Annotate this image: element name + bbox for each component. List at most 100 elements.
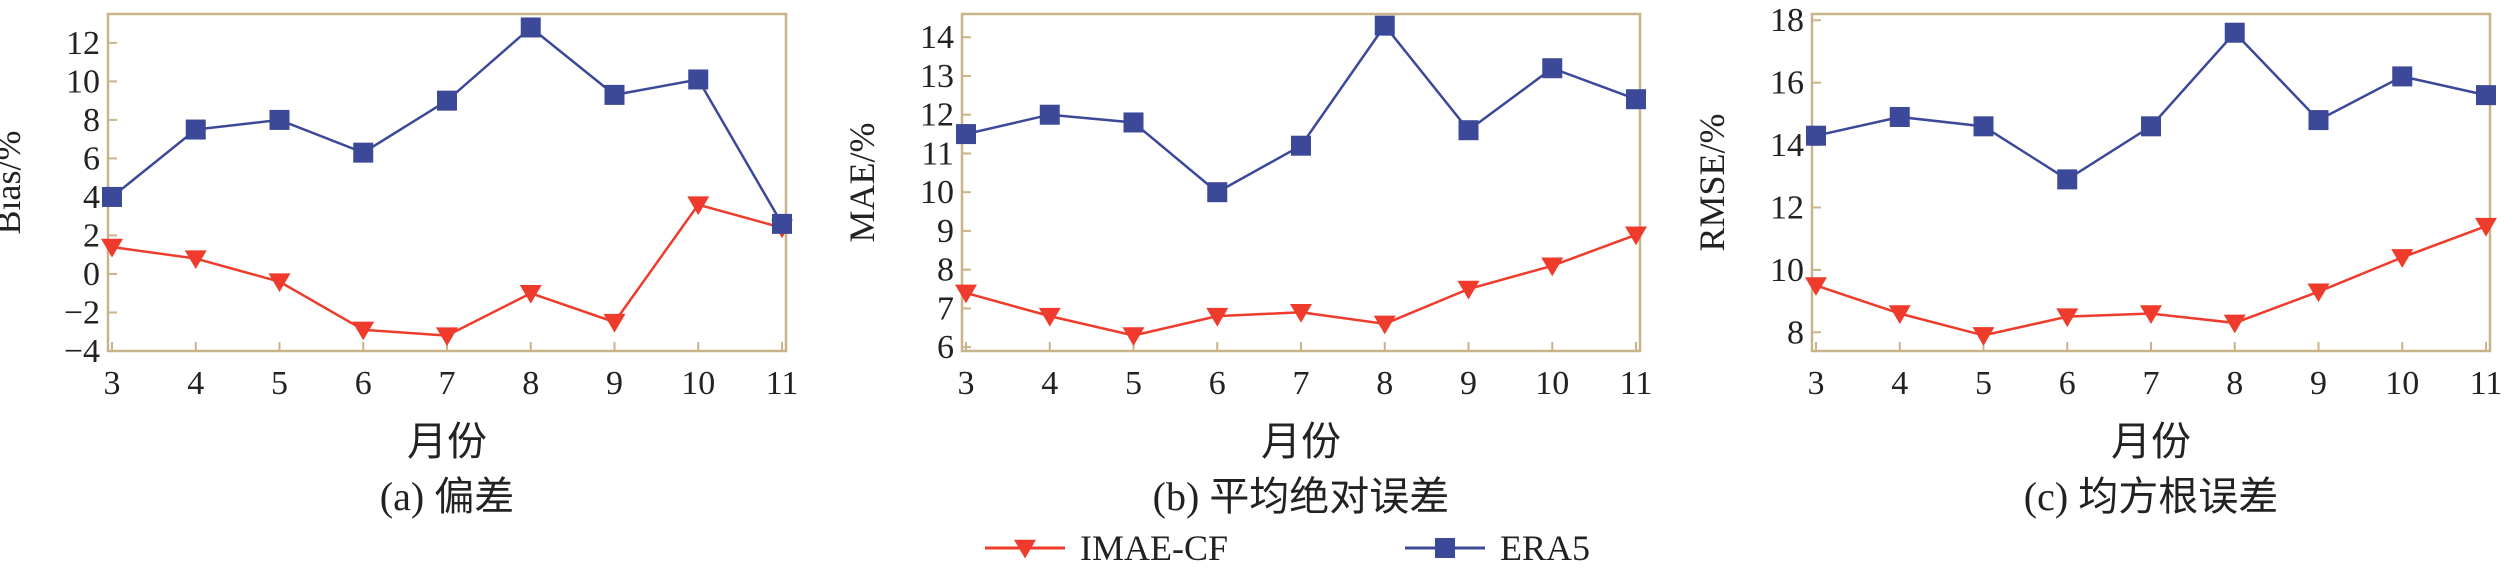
legend-label-era5: ERA5: [1500, 528, 1590, 568]
y-tick-label: 8: [83, 102, 100, 139]
data-point-era5: [688, 69, 709, 90]
y-tick-label: 12: [920, 97, 954, 134]
y-tick-label: −4: [64, 333, 100, 370]
data-point-imae-cf: [1625, 226, 1647, 246]
y-tick-label: 9: [937, 213, 954, 250]
x-tick-label: 7: [2143, 365, 2160, 402]
x-tick-label: 9: [2310, 365, 2327, 402]
data-point-era5: [2308, 110, 2329, 131]
y-tick-label: 18: [1770, 2, 1804, 39]
data-point-era5: [1123, 112, 1144, 133]
x-tick-label: 6: [2059, 365, 2076, 402]
data-point-era5: [2057, 169, 2078, 190]
y-axis-label: MAE/%: [842, 123, 882, 243]
data-point-imae-cf: [2391, 249, 2414, 268]
data-point-imae-cf: [1290, 304, 1312, 323]
data-point-imae-cf: [2140, 305, 2162, 325]
data-point-imae-cf: [2307, 283, 2330, 303]
plot-frame: [106, 12, 788, 353]
y-tick-label: 4: [83, 179, 100, 216]
data-point-era5: [1806, 125, 1826, 146]
x-tick-label: 8: [1376, 365, 1393, 402]
data-point-era5: [1207, 182, 1228, 203]
data-point-era5: [1039, 104, 1060, 125]
y-tick-label: 2: [83, 217, 100, 254]
x-tick-label: 11: [1620, 365, 1653, 402]
data-point-era5: [1291, 135, 1311, 156]
legend-marker-era5: [1435, 538, 1455, 558]
y-tick-label: 6: [83, 140, 100, 177]
series-line-era5: [111, 25, 784, 225]
y-tick-label: 14: [1770, 127, 1804, 164]
x-tick-label: 7: [1293, 365, 1310, 402]
data-point-era5: [1374, 15, 1395, 36]
y-tick-label: 10: [920, 174, 954, 211]
y-tick-label: 16: [1770, 65, 1804, 102]
y-tick-label: 10: [1770, 252, 1804, 289]
panel-caption: (c) 均方根误差: [2024, 474, 2278, 519]
y-tick-label: 12: [1770, 189, 1804, 226]
x-axis-label: 月份: [2111, 419, 2191, 464]
y-tick-label: 12: [66, 25, 100, 62]
data-point-imae-cf: [1038, 307, 1061, 327]
x-tick-label: 11: [2470, 365, 2503, 402]
data-point-imae-cf: [268, 273, 291, 293]
y-tick-label: 8: [937, 252, 954, 289]
data-point-era5: [1973, 116, 1994, 137]
series-line-era5: [965, 23, 1637, 194]
data-point-era5: [437, 90, 457, 111]
data-point-imae-cf: [436, 327, 458, 347]
data-point-imae-cf: [603, 313, 626, 333]
y-tick-label: −2: [64, 294, 100, 331]
data-point-era5: [772, 213, 792, 234]
x-axis-label: 月份: [407, 419, 487, 464]
chart-panel-3: 8 10 12 14 16 18 3 4 5 6 7 8 9 10 11 RMSE/% 月份 (c) 均方根误差: [1692, 2, 2502, 519]
data-point-imae-cf: [1122, 327, 1145, 346]
x-tick-label: 10: [1535, 365, 1569, 402]
data-point-imae-cf: [1373, 315, 1396, 335]
x-tick-label: 3: [104, 365, 121, 402]
x-tick-label: 4: [187, 365, 204, 402]
y-axis-label: RMSE/%: [1692, 113, 1732, 251]
data-point-era5: [1626, 89, 1646, 110]
x-tick-label: 4: [1041, 365, 1058, 402]
data-point-imae-cf: [184, 250, 207, 270]
y-tick-label: 11: [921, 135, 954, 172]
panel-caption: (a) 偏差: [380, 474, 514, 519]
data-point-era5: [2392, 66, 2413, 87]
data-point-era5: [269, 109, 290, 130]
data-point-imae-cf: [1541, 257, 1564, 277]
data-point-era5: [1889, 106, 1910, 127]
data-point-imae-cf: [2056, 308, 2079, 328]
data-point-imae-cf: [1805, 277, 1827, 296]
x-tick-label: 3: [958, 365, 975, 402]
data-point-imae-cf: [101, 238, 123, 258]
y-axis-label: Bias/%: [0, 131, 28, 235]
data-point-era5: [1458, 120, 1479, 141]
x-tick-label: 11: [766, 365, 799, 402]
x-tick-label: 4: [1891, 365, 1908, 402]
legend-label-imae-cf: IMAE-CF: [1080, 528, 1228, 568]
data-point-imae-cf: [1972, 327, 1995, 346]
data-point-imae-cf: [687, 196, 710, 216]
data-point-era5: [1542, 58, 1563, 79]
panel-caption: (b) 平均绝对误差: [1153, 474, 1450, 519]
x-tick-label: 10: [2385, 365, 2419, 402]
y-tick-label: 10: [66, 63, 100, 100]
x-tick-label: 5: [1125, 365, 1142, 402]
data-point-imae-cf: [2475, 217, 2497, 237]
series-line-era5: [1815, 30, 2487, 181]
data-point-era5: [956, 124, 976, 145]
y-tick-label: 8: [1787, 314, 1804, 351]
data-point-era5: [353, 142, 374, 163]
x-tick-label: 5: [1975, 365, 1992, 402]
data-point-era5: [102, 186, 122, 207]
x-tick-label: 8: [2226, 365, 2243, 402]
data-point-era5: [604, 84, 625, 105]
data-point-imae-cf: [1457, 280, 1480, 300]
data-point-era5: [2476, 85, 2496, 106]
y-tick-label: 7: [937, 290, 954, 327]
x-tick-label: 10: [681, 365, 715, 402]
